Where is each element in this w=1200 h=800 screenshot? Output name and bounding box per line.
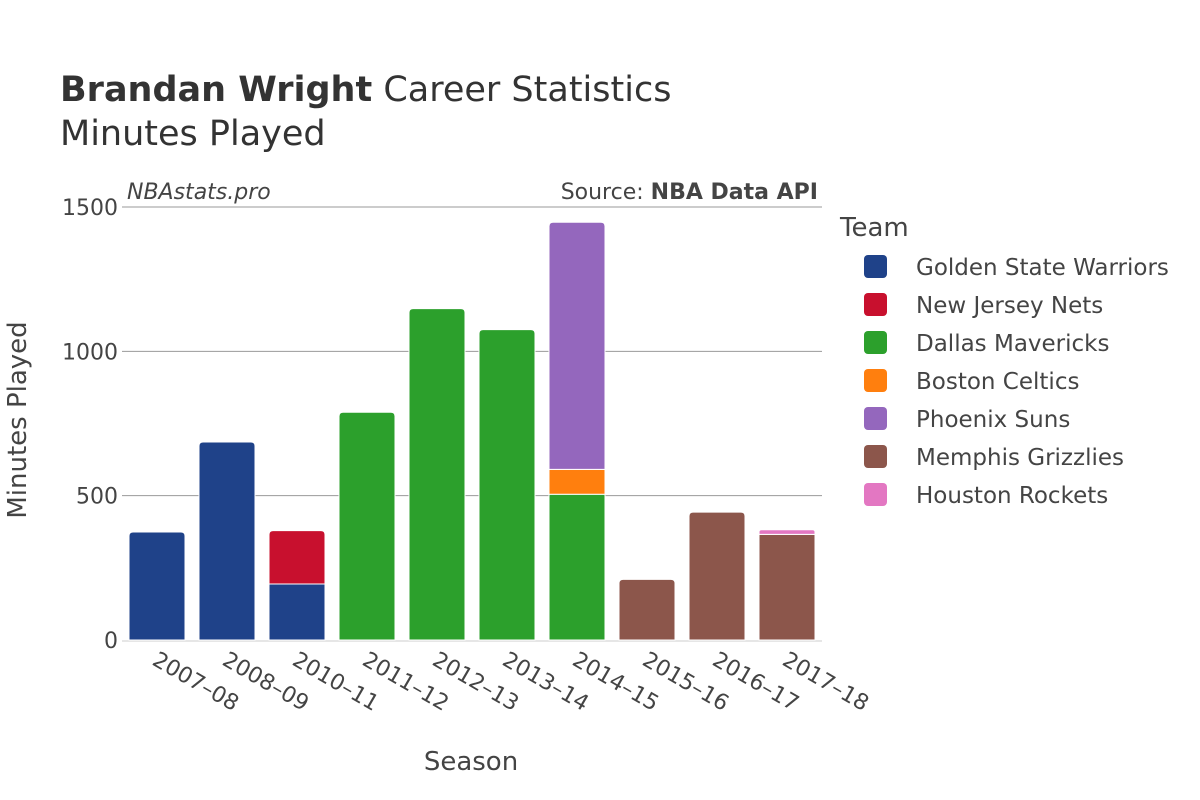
bar-2016–17-memphis-grizzlies: [688, 511, 746, 641]
bar-2015–16-memphis-grizzlies: [618, 578, 676, 641]
legend-title: Team: [839, 213, 909, 243]
bar-2011–12-dallas-mavericks: [338, 411, 396, 641]
source-prefix: Source:: [561, 180, 651, 205]
chart-subtitle: Minutes Played: [60, 114, 326, 154]
title-line: Brandan Wright Career Statistics: [60, 68, 671, 112]
bar-2014–15-phoenix-suns: [548, 221, 606, 470]
legend: Team Golden State Warriors New Jersey Net…: [839, 213, 1169, 509]
source-name: NBA Data API: [651, 180, 818, 205]
legend-label: Dallas Mavericks: [916, 331, 1109, 357]
legend-label: Golden State Warriors: [916, 255, 1169, 281]
legend-swatch: [864, 483, 887, 506]
legend-label: Boston Celtics: [916, 369, 1079, 395]
legend-swatch: [864, 445, 887, 468]
legend-label: Memphis Grizzlies: [916, 445, 1124, 471]
y-axis-ticks: 0 500 1000 1500: [62, 196, 118, 654]
legend-label: Phoenix Suns: [916, 407, 1070, 433]
source-credit: Source: NBA Data API: [561, 180, 818, 205]
bar-2008–09-golden-state-warriors: [198, 441, 256, 641]
y-tick-label: 0: [104, 629, 118, 654]
legend-label: Houston Rockets: [916, 483, 1108, 509]
legend-swatch: [864, 293, 887, 316]
bar-2014–15-dallas-mavericks: [548, 493, 606, 641]
chart-title: Brandan Wright Career Statistics Minutes…: [60, 68, 671, 156]
bar-2010–11-golden-state-warriors: [268, 583, 326, 641]
bar-2007–08-golden-state-warriors: [128, 531, 186, 641]
legend-swatch: [864, 407, 887, 430]
bar-2012–13-dallas-mavericks: [408, 308, 466, 641]
legend-swatch: [864, 369, 887, 392]
site-watermark: NBAstats.pro: [127, 180, 271, 205]
legend-label: New Jersey Nets: [916, 293, 1103, 319]
bars: [128, 221, 816, 641]
title-rest: Career Statistics: [383, 70, 672, 110]
bar-2010–11-new-jersey-nets: [268, 530, 326, 585]
y-tick-label: 1500: [62, 196, 118, 221]
y-tick-label: 500: [76, 485, 118, 510]
x-axis-ticks: 2007–082008–092010–112011–122012–132013–…: [148, 648, 873, 717]
legend-swatch: [864, 331, 887, 354]
player-name: Brandan Wright: [60, 70, 373, 110]
bar-2014–15-boston-celtics: [548, 468, 606, 495]
bar-2013–14-dallas-mavericks: [478, 329, 536, 641]
bar-2017–18-houston-rockets: [758, 529, 816, 535]
bar-2017–18-memphis-grizzlies: [758, 533, 816, 641]
y-tick-label: 1000: [62, 340, 118, 365]
x-axis-title: Season: [424, 747, 518, 777]
legend-swatch: [864, 255, 887, 278]
y-axis-title: Minutes Played: [3, 321, 33, 518]
